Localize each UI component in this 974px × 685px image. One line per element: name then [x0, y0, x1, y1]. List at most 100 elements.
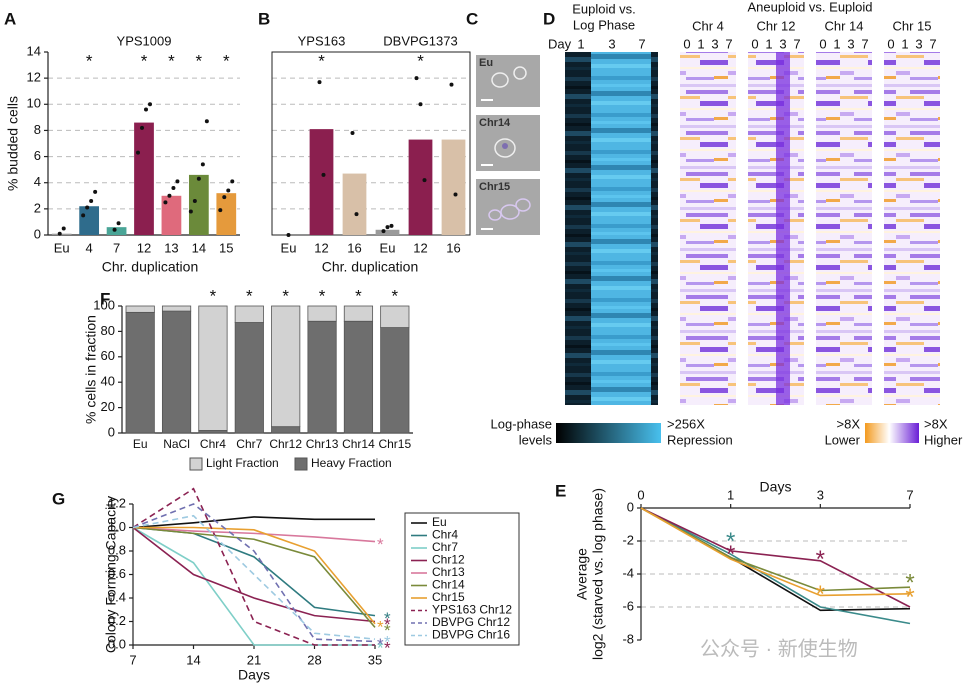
y-tick-label: 1.0 — [108, 519, 126, 534]
watermark: 公众号 · 新使生物 — [700, 637, 858, 660]
plot-frame — [271, 51, 471, 236]
day-tick: 0 — [887, 36, 894, 51]
x-tick-label: 35 — [368, 652, 382, 667]
bar-segment — [380, 305, 410, 328]
colorbar-label: >8X — [924, 416, 948, 431]
series-line — [132, 526, 376, 543]
y-tick-label: 0.4 — [108, 589, 126, 604]
significance-star: * — [141, 51, 148, 70]
bar — [134, 122, 154, 235]
panel-label: E — [555, 481, 566, 500]
significance-star: * — [384, 638, 391, 657]
group-label: DBVPG1373 — [383, 33, 457, 48]
data-point — [354, 212, 359, 217]
bar — [216, 193, 237, 235]
x-tick-label: Chr12 — [269, 437, 302, 451]
x-tick-label: 12 — [413, 240, 427, 255]
significance-star: * — [210, 286, 217, 305]
x-tick-label: 14 — [186, 652, 200, 667]
significance-star: * — [377, 617, 384, 636]
heatmap-column — [776, 52, 790, 405]
day-tick: 1 — [901, 36, 908, 51]
y-axis-title: Colony Forming Capacity — [103, 496, 119, 653]
y-tick-label: 0 — [34, 226, 41, 241]
data-point — [230, 179, 235, 184]
data-point — [418, 102, 423, 107]
significance-star: * — [318, 51, 325, 70]
x-axis-title: Chr. duplication — [102, 259, 199, 275]
x-tick-label: 14 — [192, 240, 206, 255]
colorbar-label: Repression — [667, 432, 733, 447]
bar-segment — [343, 320, 374, 434]
day-tick: 3 — [779, 36, 786, 51]
data-point — [136, 150, 140, 155]
day-tick: 1 — [765, 36, 772, 51]
significance-star: * — [384, 615, 391, 634]
data-point — [389, 223, 394, 228]
significance-star: * — [384, 609, 391, 628]
significance-star: * — [377, 535, 384, 554]
significance-star: * — [377, 635, 384, 654]
panel-label: G — [52, 489, 65, 508]
significance-star: * — [417, 51, 424, 70]
day-tick: 3 — [711, 36, 718, 51]
x-tick-label: Eu — [133, 437, 148, 451]
x-tick-label: Chr15 — [378, 437, 411, 451]
panel-label: F — [100, 289, 110, 308]
y-axis-title: log2 (starved vs. log phase) — [590, 488, 606, 660]
series-line — [640, 507, 911, 625]
y-tick-label: 4 — [34, 174, 41, 189]
data-point — [188, 209, 193, 214]
series-line — [132, 526, 376, 617]
data-point — [61, 226, 66, 231]
colorbar-label: >8X — [837, 416, 861, 431]
significance-star: * — [905, 584, 914, 611]
group-label: YPS163 — [298, 33, 346, 48]
data-point — [140, 125, 144, 130]
heatmap — [565, 52, 658, 405]
day-tick: 1 — [697, 36, 704, 51]
data-point — [192, 199, 197, 204]
y-axis-title: % budded cells — [5, 96, 21, 191]
data-point — [222, 195, 227, 200]
panel-label: C — [466, 9, 478, 28]
series-line — [132, 503, 376, 643]
colorbar — [556, 423, 661, 443]
bar-segment — [234, 305, 264, 323]
x-tick-label: NaCl — [163, 437, 190, 451]
legend-label: Chr15 — [432, 590, 465, 604]
colorbar-title: Log-phase — [491, 416, 552, 431]
bar — [188, 174, 209, 235]
legend-label: Chr4 — [432, 528, 458, 542]
significance-star: * — [726, 541, 735, 568]
chart-title: YPS1009 — [117, 33, 172, 48]
significance-star: * — [282, 286, 289, 305]
x-tick-label: Eu — [281, 240, 297, 255]
y-tick-label: -2 — [622, 532, 634, 547]
data-point — [286, 233, 291, 237]
bar-segment — [125, 305, 155, 313]
data-point — [112, 227, 117, 232]
series-line — [132, 526, 376, 623]
significance-star: * — [816, 546, 825, 573]
legend-label: Chr13 — [432, 565, 465, 579]
heatmap-title: Chr 12 — [756, 18, 795, 33]
x-tick-label: 28 — [307, 652, 321, 667]
x-tick-label: 21 — [247, 652, 261, 667]
data-point — [453, 192, 458, 197]
image-label: Eu — [479, 57, 493, 69]
y-tick-label: 60 — [101, 348, 115, 363]
y-tick-label: 20 — [101, 399, 115, 414]
heatmap — [680, 52, 736, 405]
legend-label: Chr7 — [432, 540, 458, 554]
significance-star: * — [196, 51, 203, 70]
series-line — [132, 514, 376, 640]
bar-segment — [161, 310, 192, 434]
heatmap-title: Chr 15 — [892, 18, 931, 33]
y-tick-label: 10 — [27, 96, 41, 111]
colorbar-label: Lower — [825, 432, 861, 447]
day-tick: 7 — [638, 36, 645, 51]
y-tick-label: 0.0 — [108, 636, 126, 651]
data-point — [381, 229, 386, 234]
heatmap-title: Aneuploid vs. Euploid — [747, 0, 872, 14]
